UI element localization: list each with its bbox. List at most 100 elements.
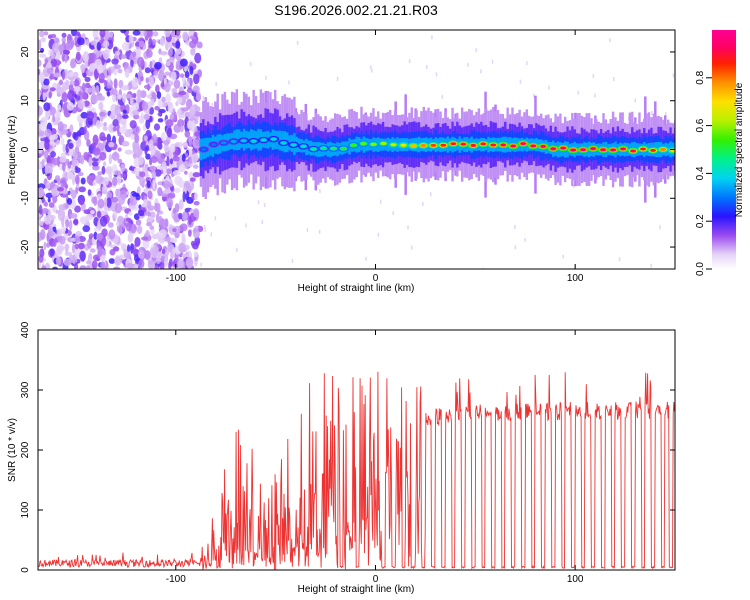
noise-speckle — [184, 130, 191, 138]
ridge-blob-peak — [620, 147, 627, 151]
noise-speckle — [86, 110, 94, 122]
ridge-blob-peak — [400, 143, 407, 147]
noise-speckle — [112, 93, 117, 103]
ridge-blob-peak — [320, 146, 327, 150]
noise-speckle — [154, 169, 162, 177]
noise-speckle — [181, 107, 189, 112]
noise-speckle — [129, 120, 137, 129]
ridge-blob-peak — [430, 143, 437, 147]
noise-speckle — [81, 91, 88, 100]
noise-speckle — [108, 258, 116, 264]
noise-speckle — [149, 60, 153, 69]
noise-speckle — [157, 112, 162, 117]
noise-speckle — [172, 155, 180, 162]
noise-speckle — [74, 236, 81, 244]
noise-speckle — [111, 152, 120, 161]
noise-speckle — [103, 161, 107, 167]
faint-speckle — [257, 200, 260, 205]
faint-speckle — [306, 227, 309, 232]
noise-speckle — [106, 168, 112, 173]
ridge-blob-peak — [310, 147, 317, 151]
noise-speckle — [57, 234, 63, 243]
noise-speckle — [96, 210, 102, 219]
noise-speckle — [153, 249, 158, 259]
noise-speckle — [133, 113, 140, 120]
noise-speckle — [96, 193, 102, 200]
noise-speckle — [73, 262, 79, 269]
snr-plot-area — [38, 330, 675, 570]
noise-speckle — [82, 225, 91, 233]
snr-marks — [38, 371, 675, 570]
noise-speckle — [153, 74, 159, 79]
ridge-blob-peak — [590, 147, 597, 151]
noise-speckle — [186, 120, 193, 130]
faint-speckle — [618, 257, 621, 262]
noise-speckle — [163, 189, 172, 194]
noise-speckle — [64, 243, 70, 251]
noise-speckle — [80, 63, 86, 74]
y-tick-label: 0 — [20, 567, 31, 573]
noise-speckle — [186, 87, 193, 94]
colorbar-scale — [712, 30, 736, 269]
faint-speckle — [291, 258, 294, 263]
noise-speckle — [192, 242, 199, 250]
ridge-blob-peak — [410, 144, 417, 148]
noise-speckle — [97, 95, 106, 101]
noise-speckle — [99, 261, 106, 269]
noise-speckle — [117, 132, 122, 137]
noise-speckle — [117, 147, 122, 152]
x-tick-label: -100 — [166, 273, 186, 284]
colorbar-label: Normalized spectral amplitude — [734, 82, 745, 217]
noise-speckle — [53, 37, 60, 44]
noise-speckle — [39, 30, 45, 38]
noise-speckle — [72, 131, 77, 140]
noise-speckle — [120, 54, 127, 59]
noise-speckle — [61, 225, 67, 233]
y-tick-label: 20 — [20, 46, 31, 58]
noise-speckle — [179, 125, 184, 133]
noise-speckle — [122, 109, 127, 114]
noise-speckle — [193, 251, 198, 258]
noise-speckle — [41, 36, 47, 43]
spectrogram-y-ticks: 20 10 0 -10 -20 — [20, 46, 675, 254]
noise-speckle — [90, 210, 95, 215]
noise-speckle — [82, 52, 89, 62]
faint-speckle — [211, 182, 214, 187]
noise-speckle — [108, 141, 115, 148]
noise-speckle — [50, 52, 56, 60]
noise-speckle — [108, 68, 112, 76]
noise-speckle — [172, 92, 179, 99]
noise-speckle — [114, 50, 121, 56]
noise-speckle — [48, 225, 53, 231]
noise-speckle — [56, 228, 63, 237]
faint-speckle — [429, 192, 432, 197]
ridge-blob-peak — [370, 142, 377, 146]
noise-speckle — [112, 126, 118, 132]
noise-speckle — [141, 236, 149, 241]
noise-speckle — [134, 236, 141, 247]
noise-speckle — [59, 208, 66, 218]
noise-speckle — [145, 49, 153, 58]
noise-speckle — [59, 177, 67, 188]
noise-speckle — [138, 156, 144, 166]
noise-speckle — [174, 231, 180, 239]
noise-speckle — [194, 52, 202, 64]
noise-speckle — [60, 129, 69, 135]
ridge-blob-peak — [360, 142, 367, 146]
faint-speckle — [594, 93, 596, 98]
noise-speckle — [44, 139, 50, 151]
noise-speckle — [184, 170, 188, 175]
faint-speckle — [249, 62, 252, 67]
faint-speckle — [572, 184, 575, 189]
noise-speckle — [192, 171, 201, 178]
noise-speckle — [98, 151, 107, 161]
ridge-blob-peak — [640, 147, 647, 151]
noise-speckle — [46, 62, 52, 69]
spectrogram-x-ticks: -100 0 100 — [166, 30, 584, 284]
noise-speckle — [170, 30, 177, 38]
ridge-blob-peak — [630, 149, 637, 153]
faint-speckle — [431, 35, 433, 40]
noise-speckle — [129, 97, 134, 106]
noise-speckle — [38, 39, 42, 51]
